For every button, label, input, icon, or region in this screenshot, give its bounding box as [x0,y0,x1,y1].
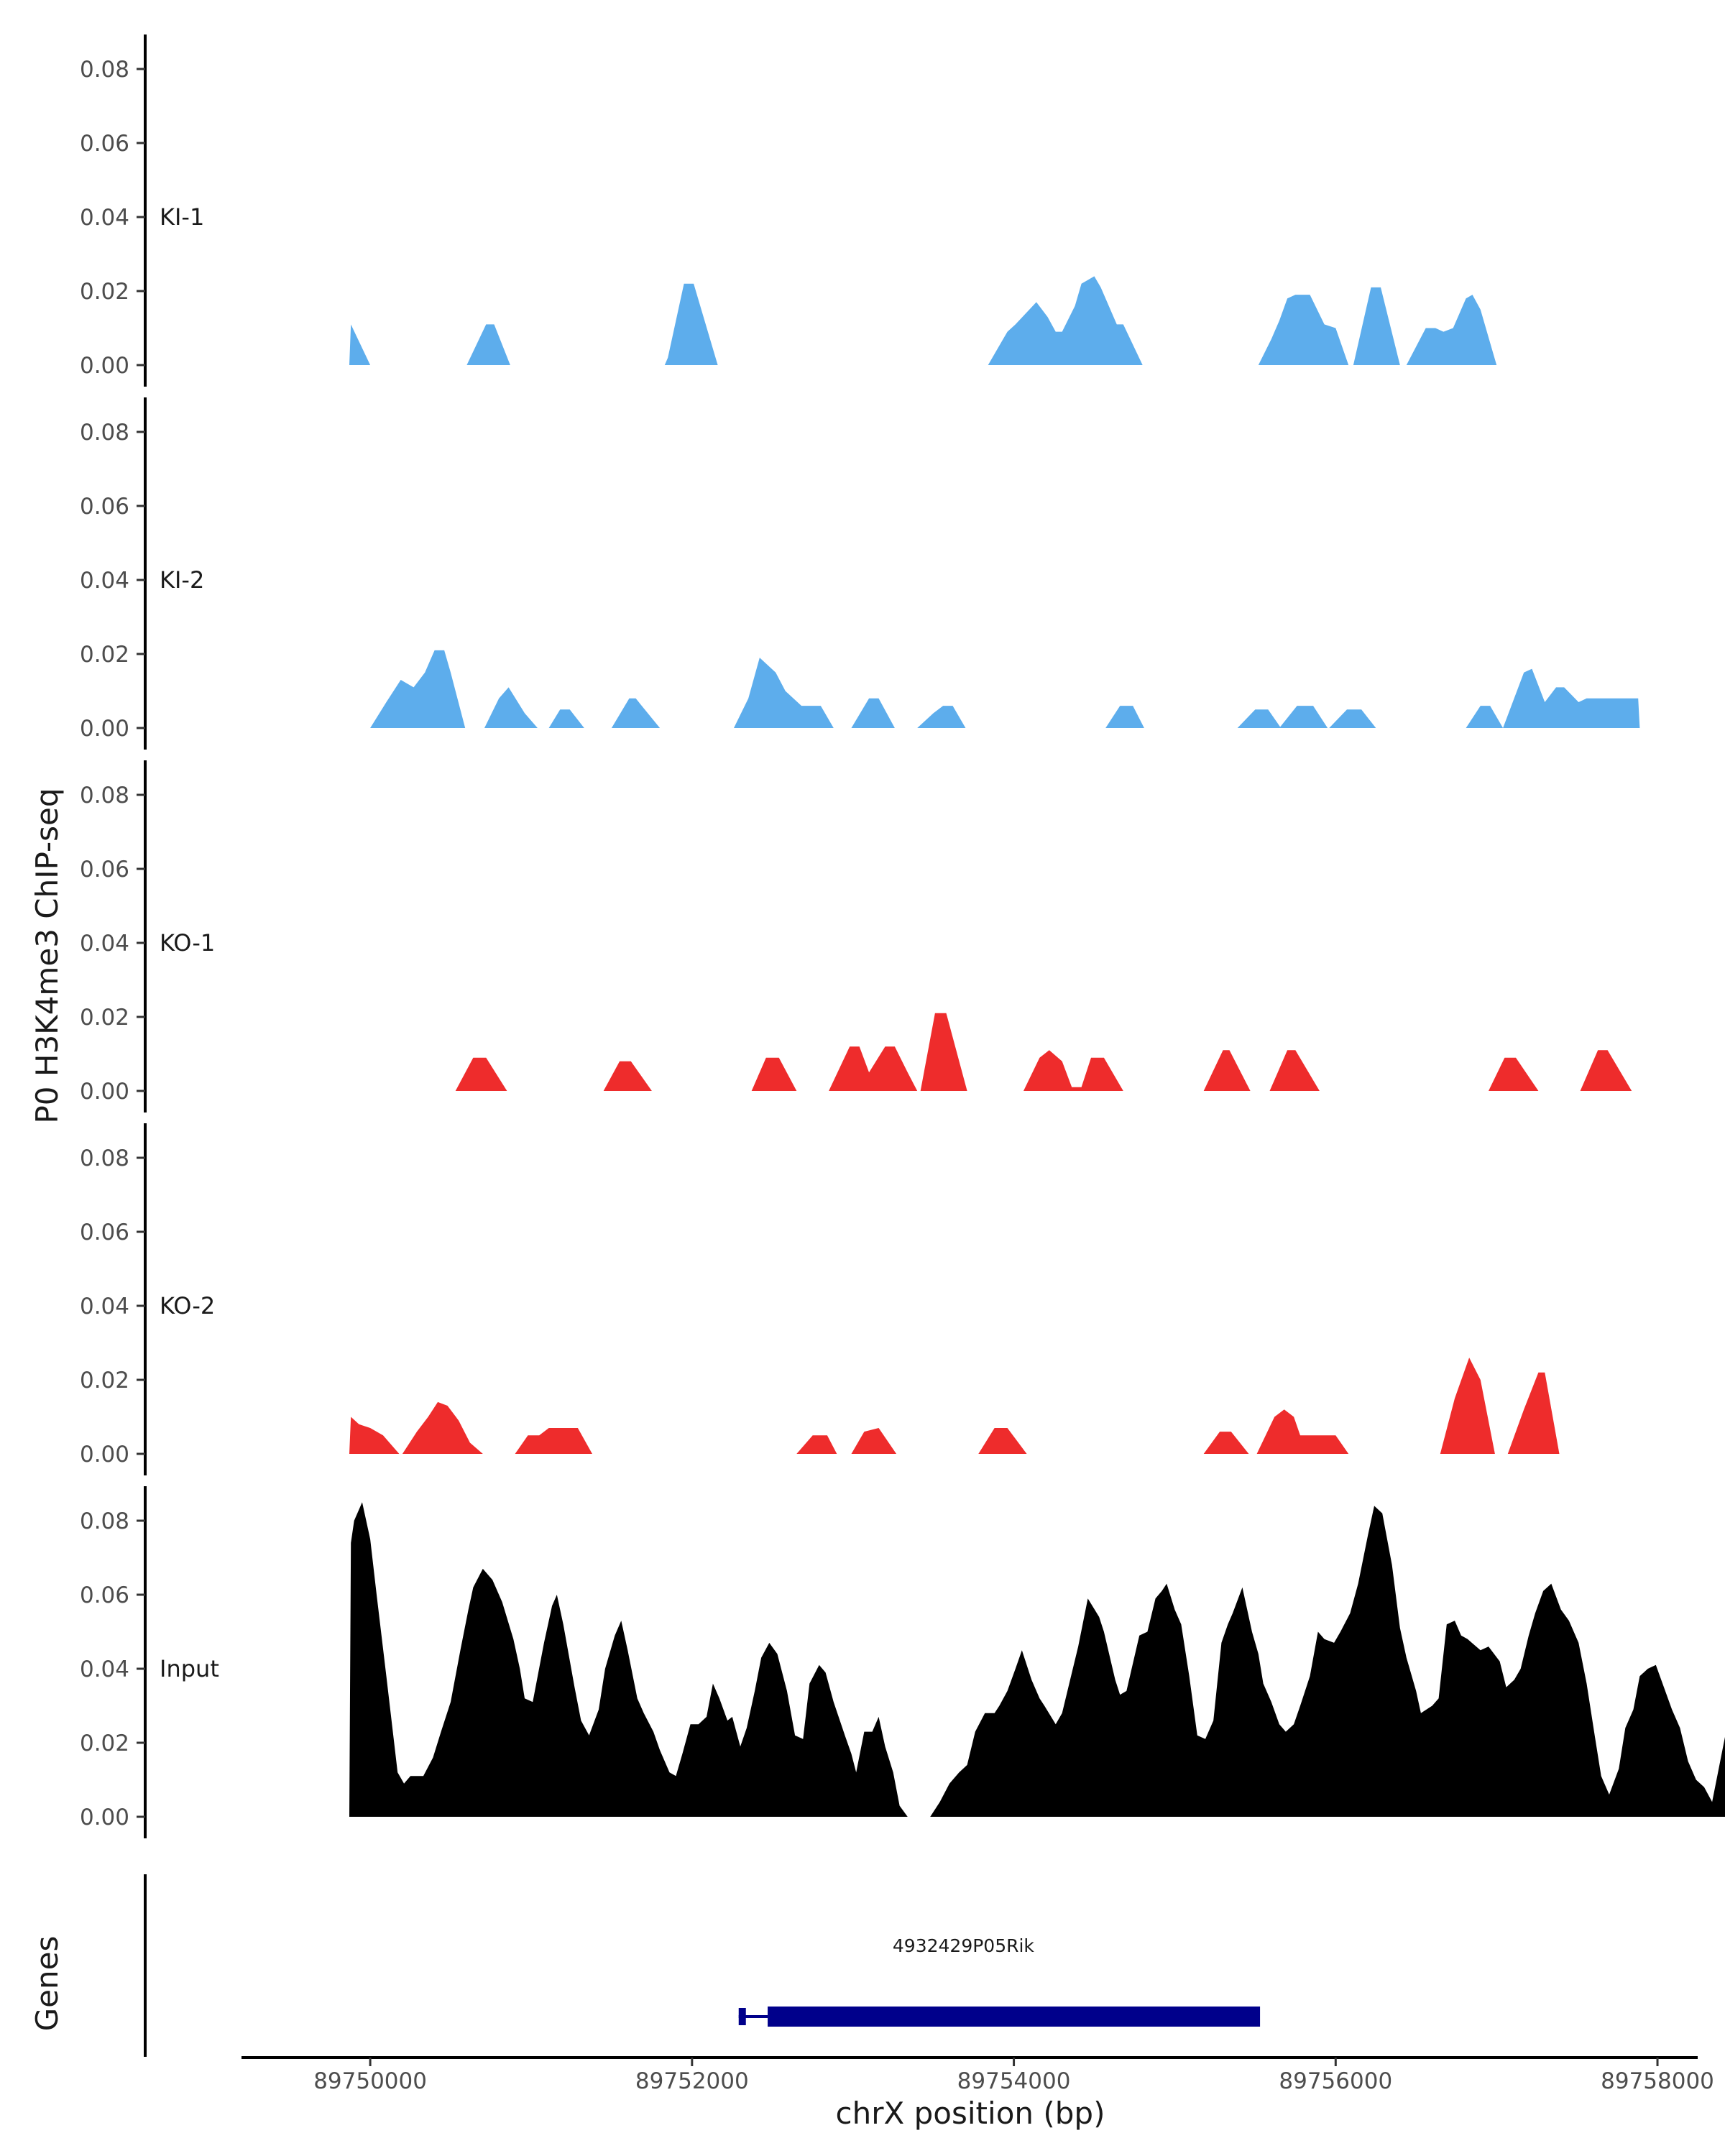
coverage-peak [1203,1432,1249,1454]
gene-exon-block [768,2007,1261,2027]
y-tick-label: 0.00 [80,1442,129,1468]
coverage-peak [734,658,834,728]
y-tick-label: 0.04 [80,931,129,957]
coverage-peak [1329,709,1376,728]
coverage-peak [1258,295,1349,365]
x-tick-label: 89752000 [635,2068,749,2094]
coverage-peak [603,1061,652,1091]
coverage-peak [1353,287,1400,365]
coverage-peak [851,1428,897,1454]
coverage-peak [930,1506,1725,1817]
coverage-peak [455,1057,507,1091]
coverage-peak [515,1428,592,1454]
y-tick-label: 0.06 [80,131,129,157]
coverage-peak [1507,1372,1560,1454]
coverage-peak [1440,1358,1495,1454]
tracks-layer: 0.00 0.02 0.04 0.06 0.08 KI-1 0.00 0.02 0.04 0.06… [80,34,1725,1838]
y-tick-label: 0.08 [80,1146,129,1171]
track-input: 0.00 0.02 0.04 0.06 0.08 Input [80,1486,1725,1838]
y-tick-label: 0.02 [80,1731,129,1756]
coverage-peak [829,1046,918,1091]
y-tick-label: 0.00 [80,1079,129,1105]
y-tick-label: 0.08 [80,420,129,446]
coverage-peak [1503,668,1640,728]
y-tick-label: 0.04 [80,205,129,231]
y-tick-label: 0.06 [80,1220,129,1245]
coverage-peak [349,1416,400,1454]
coverage-peak [978,1428,1027,1454]
coverage-peak [484,687,538,728]
track-ki-1: 0.00 0.02 0.04 0.06 0.08 KI-1 [80,34,1497,387]
y-tick-label: 0.02 [80,1005,129,1031]
x-tick-label: 89754000 [957,2068,1071,2094]
y-tick-label: 0.08 [80,57,129,83]
coverage-peak [751,1057,797,1091]
coverage-peak [796,1435,837,1454]
coverage-peak [1256,1409,1349,1454]
y-tick-label: 0.02 [80,279,129,305]
coverage-peak [1489,1057,1539,1091]
y-axis-title: P0 H3K4me3 ChIP-seq [29,788,65,1123]
y-tick-label: 0.04 [80,568,129,594]
track-label: KI-1 [160,203,204,231]
coverage-peak [1580,1050,1632,1091]
y-tick-label: 0.04 [80,1657,129,1682]
coverage-peak [664,283,718,365]
track-ko-1: 0.00 0.02 0.04 0.06 0.08 KO-1 [80,760,1632,1112]
coverage-peak [349,1502,914,1817]
coverage-peak [920,1013,967,1091]
x-axis-title: chrX position (bp) [836,2096,1105,2131]
y-tick-label: 0.06 [80,494,129,520]
track-label: KI-2 [160,566,204,594]
coverage-peak [1269,1050,1320,1091]
gene-name-label: 4932429P05Rik [893,1935,1035,1956]
track-label: KO-2 [160,1292,215,1319]
gene-track: 4932429P05Rik [144,1874,1261,2057]
y-tick-label: 0.02 [80,1368,129,1393]
coverage-peak [988,276,1143,365]
coverage-peak [1279,706,1328,728]
coverage-peak [548,709,584,728]
track-ko-2: 0.00 0.02 0.04 0.06 0.08 KO-2 [80,1123,1560,1475]
y-tick-label: 0.00 [80,353,129,379]
y-tick-label: 0.00 [80,716,129,742]
coverage-peak [1024,1050,1123,1091]
coverage-peak [1406,295,1497,365]
track-label: KO-1 [160,929,215,957]
coverage-peak [1105,706,1144,728]
coverage-peak [1203,1050,1251,1091]
x-tick-label: 89750000 [313,2068,427,2094]
y-tick-label: 0.06 [80,1583,129,1608]
coverage-peak [1237,709,1282,728]
coverage-peak [1466,706,1504,728]
track-label: Input [160,1655,219,1682]
coverage-peak [370,650,466,728]
y-tick-label: 0.06 [80,857,129,883]
y-tick-label: 0.02 [80,642,129,668]
coverage-peak [611,698,661,728]
y-tick-label: 0.08 [80,1508,129,1534]
coverage-peak [349,324,371,365]
coverage-peak [917,706,966,728]
y-tick-label: 0.08 [80,783,129,808]
gene-utr-block [738,2008,746,2025]
x-tick-label: 89756000 [1279,2068,1392,2094]
track-ki-2: 0.00 0.02 0.04 0.06 0.08 KI-2 [80,397,1640,750]
y-tick-label: 0.04 [80,1294,129,1319]
coverage-peak [402,1401,483,1454]
coverage-peak [851,698,895,728]
x-tick-label: 89758000 [1601,2068,1714,2094]
coverage-peak [466,324,510,365]
y-tick-label: 0.00 [80,1805,129,1830]
gene-track-title: Genes [29,1936,65,2032]
x-axis: 89750000 89752000 89754000 89756000 89758000 [242,2056,1714,2094]
